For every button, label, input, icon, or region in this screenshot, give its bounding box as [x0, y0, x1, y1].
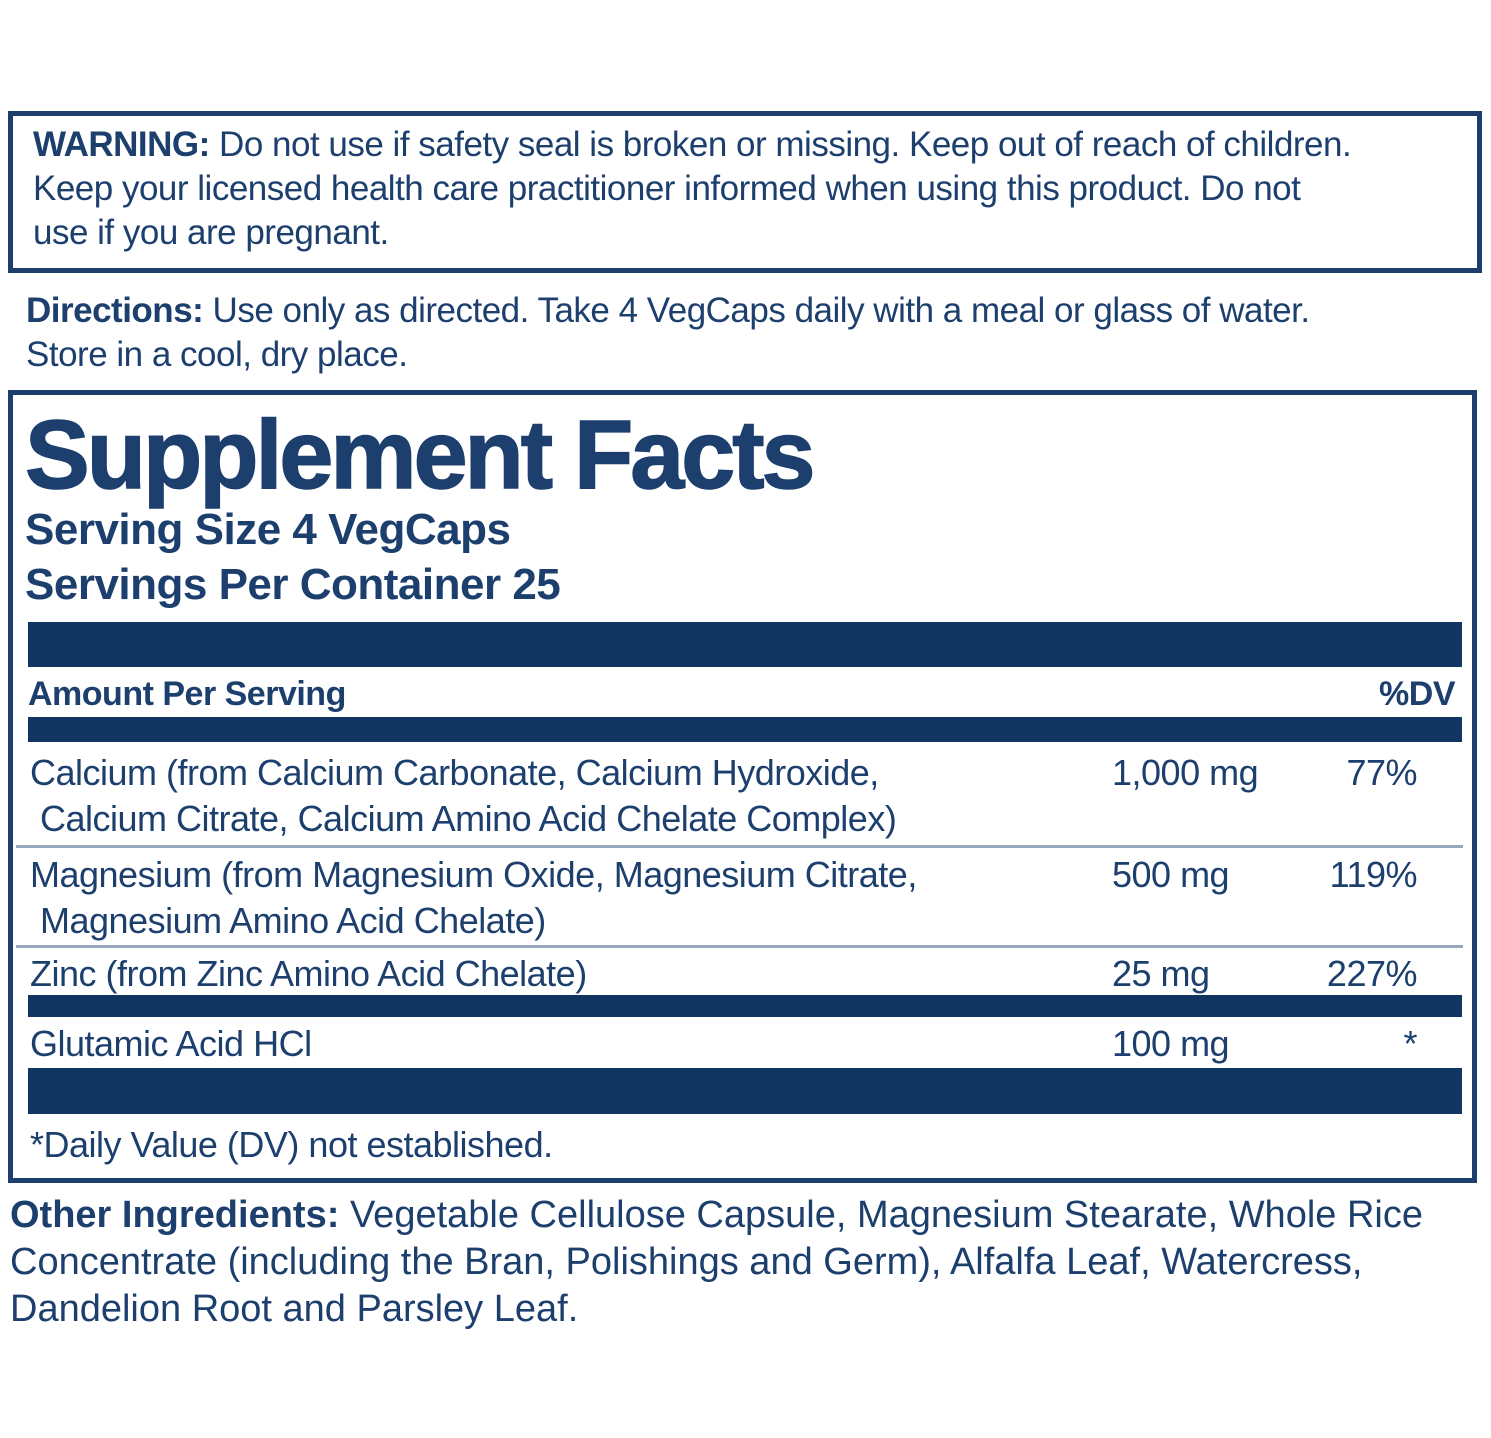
directions-line-2: Store in a cool, dry place. — [26, 335, 408, 374]
directions-section: Directions: Use only as directed. Take 4… — [26, 289, 1310, 377]
glutamic-name: Glutamic Acid HCl — [30, 1023, 312, 1064]
divider-bar-thick-top — [28, 622, 1462, 667]
other-ingredients-line-1: Other Ingredients: Vegetable Cellulose C… — [10, 1192, 1423, 1239]
directions-line-1: Directions: Use only as directed. Take 4… — [26, 289, 1310, 333]
warning-label: WARNING: — [33, 125, 210, 164]
calcium-name-line-1: Calcium (from Calcium Carbonate, Calcium… — [30, 752, 879, 793]
other-ingredients-text-1: Vegetable Cellulose Capsule, Magnesium S… — [349, 1194, 1423, 1236]
serving-size: Serving Size 4 VegCaps — [25, 505, 511, 554]
row-separator — [16, 845, 1463, 848]
table-row-calcium-name: Calcium (from Calcium Carbonate, Calcium… — [30, 750, 897, 842]
other-ingredients-label: Other Ingredients: — [10, 1194, 340, 1236]
directions-label: Directions: — [26, 291, 204, 330]
calcium-name-line-2: Calcium Citrate, Calcium Amino Acid Chel… — [40, 798, 897, 839]
magnesium-name-line-2: Magnesium Amino Acid Chelate) — [40, 900, 546, 941]
table-header-row: Amount Per Serving %DV — [28, 672, 1455, 717]
dv-header: %DV — [1379, 675, 1455, 713]
warning-line-2: Keep your licensed health care practitio… — [33, 169, 1301, 208]
warning-box: WARNING: Do not use if safety seal is br… — [8, 111, 1482, 273]
magnesium-dv: 119% — [1329, 854, 1418, 895]
divider-bar-thin-middle — [28, 995, 1462, 1017]
servings-per-container: Servings Per Container 25 — [25, 560, 561, 609]
magnesium-amount: 500 mg — [1112, 854, 1230, 895]
zinc-dv: 227% — [1326, 953, 1418, 994]
calcium-dv: 77% — [1346, 752, 1417, 793]
glutamic-dv: * — [1403, 1023, 1417, 1064]
glutamic-amount: 100 mg — [1112, 1023, 1230, 1064]
divider-bar-thin-header — [28, 717, 1462, 742]
dv-footnote: *Daily Value (DV) not established. — [30, 1124, 553, 1165]
supplement-facts-title: Supplement Facts — [24, 399, 816, 510]
amount-per-serving-header: Amount Per Serving — [28, 675, 346, 713]
warning-text-1: Do not use if safety seal is broken or m… — [219, 125, 1352, 164]
divider-bar-thick-bottom — [28, 1068, 1462, 1114]
table-row-magnesium-name: Magnesium (from Magnesium Oxide, Magnesi… — [30, 852, 917, 944]
magnesium-name-line-1: Magnesium (from Magnesium Oxide, Magnesi… — [30, 854, 917, 895]
other-ingredients-section: Other Ingredients: Vegetable Cellulose C… — [10, 1192, 1423, 1333]
other-ingredients-line-3: Dandelion Root and Parsley Leaf. — [10, 1288, 579, 1330]
other-ingredients-line-2: Concentrate (including the Bran, Polishi… — [10, 1241, 1363, 1283]
zinc-amount: 25 mg — [1112, 953, 1210, 994]
warning-line-1: WARNING: Do not use if safety seal is br… — [33, 123, 1477, 167]
zinc-name: Zinc (from Zinc Amino Acid Chelate) — [30, 953, 587, 994]
calcium-amount: 1,000 mg — [1112, 752, 1259, 793]
warning-line-3: use if you are pregnant. — [33, 213, 389, 252]
row-separator — [16, 945, 1463, 948]
directions-text-1: Use only as directed. Take 4 VegCaps dai… — [212, 291, 1311, 330]
supplement-facts-panel — [8, 390, 1477, 1183]
